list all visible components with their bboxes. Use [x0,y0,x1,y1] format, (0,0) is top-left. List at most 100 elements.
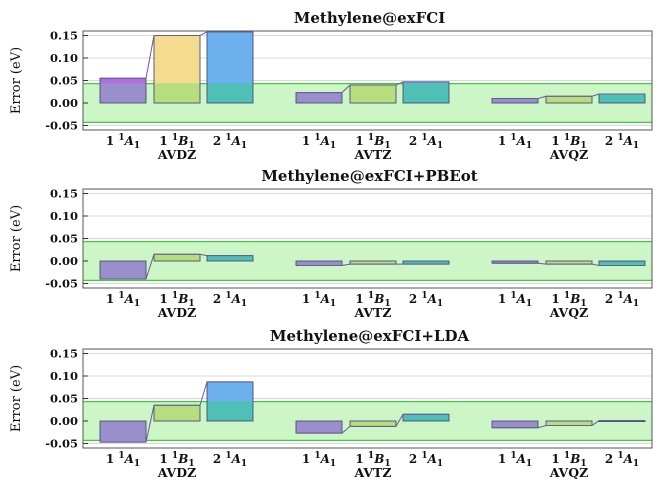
panel-exfci-pbeot: Methylene@exFCI+PBEot -0.05 0.00 0.05 0.10 0.… [9,167,653,320]
x-category-label: 2 1A1 [409,133,443,151]
x-group-label: AVDZ [157,305,196,320]
bar [100,261,146,279]
bar-lower [100,83,146,103]
bar [546,261,592,265]
x-group-label: AVQZ [549,465,589,480]
x-group-label: AVTZ [354,147,392,162]
x-category-label: 2 1A1 [409,291,443,309]
bar-connector [100,31,253,79]
y-axis-label: Error (eV) [9,205,24,272]
bar-upper [207,31,253,84]
x-category-label: 1 1B1 [159,133,194,151]
panel-exfci: Methylene@exFCI -0.05 0.00 0.05 0.10 0.15 Erro… [9,9,653,162]
bar-connector [100,381,253,443]
x-category-label: 2 1A1 [213,133,247,151]
y-tick-label: 0.00 [50,414,78,428]
y-tick-label: 0.00 [50,96,78,110]
x-category-label: 1 1B1 [551,133,586,151]
bar [296,92,342,103]
panel-title: Methylene@exFCI+PBEot [261,167,477,185]
y-tick-label: -0.05 [45,437,78,451]
y-tick-label: 0.00 [50,254,78,268]
x-group-label: AVTZ [354,305,392,320]
bar-upper [100,78,146,84]
bar [154,405,200,421]
bar [403,261,449,265]
y-tick-label: 0.15 [50,29,78,43]
x-category-label: 2 1A1 [409,451,443,469]
panel-title: Methylene@exFCI [294,9,445,27]
x-group-label: AVQZ [549,305,589,320]
bar [296,261,342,266]
x-category-label: 1 1B1 [355,451,390,469]
y-tick-label: 0.10 [50,209,78,223]
x-category-label: 1 1B1 [551,291,586,309]
bar [100,421,146,443]
bar-connector [100,253,253,280]
bar [154,254,200,261]
x-group-label: AVDZ [157,465,196,480]
x-category-label: 1 1A1 [498,291,532,309]
bar-upper [403,81,449,84]
panel-exfci-lda: Methylene@exFCI+LDA -0.05 0.00 0.05 0.10 0.15… [9,327,653,480]
x-category-label: 2 1A1 [213,291,247,309]
y-tick-label: 0.05 [50,392,78,406]
x-category-label: 1 1B1 [355,133,390,151]
y-tick-label: 0.05 [50,232,78,246]
bar-connector [492,262,645,266]
y-tick-label: 0.15 [50,187,78,201]
x-category-label: 1 1A1 [498,451,532,469]
x-category-label: 1 1A1 [498,133,532,151]
x-category-label: 1 1A1 [302,133,336,151]
bar-lower [154,83,200,103]
y-tick-label: 0.15 [50,347,78,361]
bar-upper [154,35,200,84]
x-group-label: AVTZ [354,465,392,480]
x-category-label: 1 1A1 [106,291,140,309]
y-axis-label: Error (eV) [9,47,24,114]
bar-lower [207,83,253,103]
x-category-label: 1 1B1 [159,291,194,309]
bar [350,421,396,427]
bar [546,421,592,426]
x-category-label: 1 1B1 [159,451,194,469]
bar [599,94,645,103]
panel-title: Methylene@exFCI+LDA [270,327,470,345]
y-tick-label: 0.10 [50,369,78,383]
y-tick-label: 0.05 [50,74,78,88]
x-category-label: 2 1A1 [605,133,639,151]
bar [492,421,538,428]
bar [350,261,396,265]
bar-upper [207,381,253,402]
x-category-label: 1 1A1 [302,291,336,309]
x-category-label: 1 1A1 [106,451,140,469]
bar [492,98,538,103]
bar-connector [492,93,645,99]
x-category-label: 1 1A1 [302,451,336,469]
bar-connector [296,263,449,266]
x-category-label: 2 1A1 [213,451,247,469]
x-category-label: 2 1A1 [605,451,639,469]
bar [350,85,396,103]
x-group-label: AVDZ [157,147,196,162]
x-category-label: 2 1A1 [605,291,639,309]
bar [207,255,253,261]
y-axis-label: Error (eV) [9,365,24,432]
x-category-label: 1 1B1 [355,291,390,309]
bar-lower [403,83,449,103]
bar-lower [207,401,253,421]
y-tick-label: -0.05 [45,119,78,133]
bar [403,414,449,421]
bar-connector [492,420,645,429]
bar [599,261,645,266]
bar-connector [296,81,449,94]
bar [296,421,342,434]
bar [492,261,538,264]
bar [546,96,592,103]
x-category-label: 1 1A1 [106,133,140,151]
bar-connector [296,413,449,434]
x-category-label: 1 1B1 [551,451,586,469]
y-tick-label: -0.05 [45,277,78,291]
y-tick-label: 0.10 [50,51,78,65]
